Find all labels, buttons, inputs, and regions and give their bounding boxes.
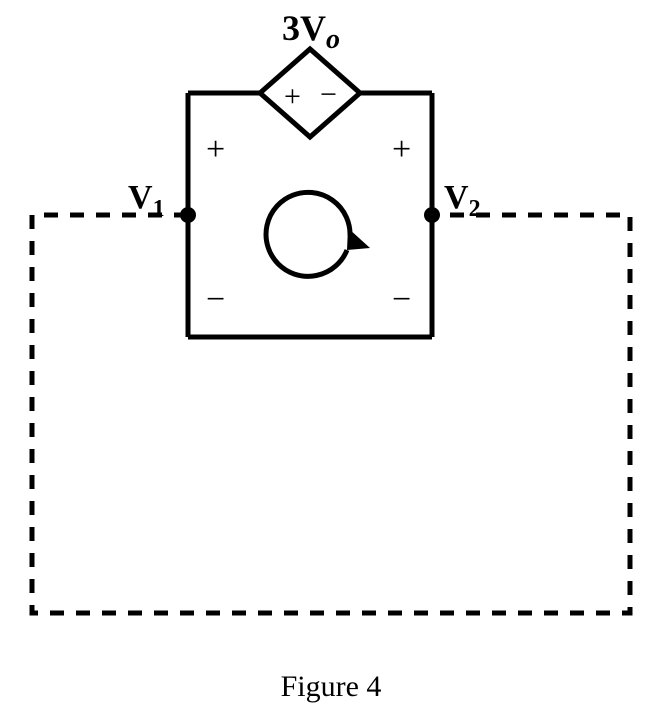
v2-label-main: V [444, 179, 469, 216]
circuit-svg: 3Vo + − + − + − V1 V2 [0, 0, 662, 725]
figure-caption: Figure 4 [0, 670, 662, 704]
source-label-main: 3V [282, 8, 326, 48]
node-v1 [180, 207, 196, 223]
diamond-minus: − [320, 78, 337, 111]
loop-arrowhead [347, 228, 370, 250]
source-label: 3Vo [282, 8, 340, 55]
v1-plus: + [206, 131, 225, 168]
v1-label-sub: 1 [153, 196, 165, 222]
v1-minus: − [206, 281, 225, 318]
dashed-enclosure [32, 215, 630, 613]
circuit-diagram: 3Vo + − + − + − V1 V2 Figure 4 [0, 0, 662, 725]
v1-label: V1 [128, 179, 165, 222]
loop-arrow [266, 192, 350, 276]
v2-plus: + [392, 131, 411, 168]
v2-label: V2 [444, 179, 481, 222]
dependent-source-diamond [260, 49, 360, 137]
node-v2 [424, 207, 440, 223]
source-label-sub: o [326, 24, 340, 55]
v2-minus: − [392, 281, 411, 318]
diamond-plus: + [284, 80, 301, 113]
v2-label-sub: 2 [469, 196, 481, 222]
v1-label-main: V [128, 179, 153, 216]
